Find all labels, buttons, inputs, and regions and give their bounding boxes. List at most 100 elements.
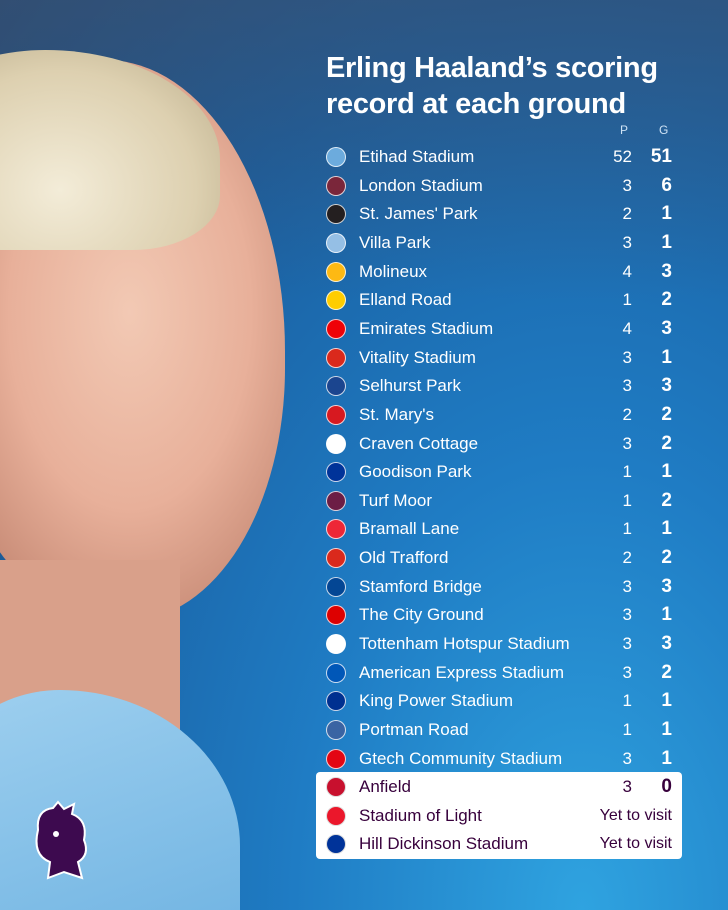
ground-name: Emirates Stadium <box>359 318 494 338</box>
goals-value: 1 <box>661 461 672 483</box>
ground-name: London Stadium <box>359 175 483 195</box>
ground-row: St. Mary's 2 2 <box>326 401 672 429</box>
ground-row: St. James' Park 2 1 <box>326 200 672 228</box>
played-value: 3 <box>622 433 632 453</box>
ground-name: Etihad Stadium <box>359 147 475 166</box>
played-value: 2 <box>622 548 632 568</box>
ground-name: Anfield <box>359 777 411 796</box>
ground-name: King Power Stadium <box>359 691 514 711</box>
goals-value: 6 <box>661 174 672 196</box>
played-value: 4 <box>622 318 632 338</box>
goals-header: G <box>659 123 669 137</box>
newcastle-badge-icon <box>326 204 346 225</box>
played-value: 1 <box>622 519 632 539</box>
ground-row: Portman Road 1 1 <box>326 716 672 744</box>
goals-value: 1 <box>661 231 672 253</box>
goals-value: 1 <box>661 747 672 769</box>
played-value: 1 <box>622 720 632 739</box>
leeds-badge-icon <box>326 290 346 311</box>
leicester-badge-icon <box>326 691 346 712</box>
highlighted-ground-row: Hill Dickinson Stadium Yet to visit <box>326 830 672 858</box>
ipswich-badge-icon <box>326 720 346 740</box>
played-value: 3 <box>622 605 632 625</box>
played-value: 1 <box>622 490 632 510</box>
southampton-badge-icon <box>326 404 346 425</box>
played-value: 1 <box>622 691 632 711</box>
goals-value: 2 <box>661 547 672 569</box>
ground-name: Hill Dickinson Stadium <box>359 834 529 854</box>
west-ham-badge-icon <box>326 175 346 196</box>
goals-value: 2 <box>661 289 672 311</box>
goals-value: 2 <box>661 432 672 454</box>
goals-value: 2 <box>661 403 672 425</box>
ground-name: American Express Stadium <box>359 662 565 682</box>
ground-row: Old Trafford 2 2 <box>326 544 672 572</box>
ground-row: Selhurst Park 3 3 <box>326 372 672 400</box>
ground-name: Vitality Stadium <box>359 347 476 367</box>
man-city-badge-icon <box>326 147 346 167</box>
ground-name: Goodison Park <box>359 462 472 482</box>
goals-value: 2 <box>661 489 672 511</box>
played-value: 4 <box>622 261 632 281</box>
brentford-badge-icon <box>326 748 346 769</box>
played-value: 3 <box>622 376 632 396</box>
played-value: 3 <box>622 175 632 195</box>
tottenham-badge-icon <box>326 634 346 655</box>
highlighted-ground-row: Anfield 3 0 <box>326 773 672 801</box>
ground-name: St. Mary's <box>359 404 435 424</box>
everton-badge-icon <box>326 462 346 483</box>
aston-villa-badge-icon <box>326 232 346 253</box>
ground-name: The City Ground <box>359 605 484 625</box>
crystal-palace-badge-icon <box>326 376 346 397</box>
player-photo <box>0 50 285 620</box>
ground-row: Tottenham Hotspur Stadium 3 3 <box>326 630 672 658</box>
burnley-badge-icon <box>326 490 346 511</box>
played-value: 3 <box>622 347 632 367</box>
goals-value: 1 <box>661 604 672 626</box>
ground-name: Old Trafford <box>359 548 449 568</box>
ground-name: Bramall Lane <box>359 519 460 539</box>
page-title: Erling Haaland’s scoring record at each … <box>326 50 658 122</box>
ground-name: Villa Park <box>359 232 431 252</box>
everton-badge-icon <box>326 834 346 855</box>
goals-value: 3 <box>661 375 672 397</box>
goals-value: 3 <box>661 633 672 655</box>
goals-value: 51 <box>650 146 672 167</box>
ground-row: King Power Stadium 1 1 <box>326 687 672 715</box>
visit-status: Yet to visit <box>599 806 672 824</box>
ground-row: The City Ground 3 1 <box>326 601 672 629</box>
goals-value: 1 <box>661 203 672 225</box>
goals-value: 3 <box>661 575 672 597</box>
goals-value: 1 <box>661 690 672 712</box>
played-value: 2 <box>622 404 632 424</box>
ground-name: Selhurst Park <box>359 376 462 396</box>
played-value: 3 <box>622 634 632 654</box>
nottingham-forest-badge-icon <box>326 605 346 626</box>
ground-row: Turf Moor 1 2 <box>326 487 672 515</box>
ground-name: Gtech Community Stadium <box>359 748 563 768</box>
ground-name: Tottenham Hotspur Stadium <box>359 634 570 654</box>
ground-row: London Stadium 3 6 <box>326 172 672 200</box>
goals-value: 1 <box>661 346 672 368</box>
played-value: 52 <box>613 147 632 166</box>
played-value: 3 <box>622 777 632 796</box>
played-value: 3 <box>622 748 632 768</box>
goals-value: 0 <box>661 776 672 797</box>
ground-name: Portman Road <box>359 720 469 739</box>
goals-value: 1 <box>661 518 672 540</box>
played-value: 1 <box>622 462 632 482</box>
ground-name: Stadium of Light <box>359 805 482 825</box>
played-value: 3 <box>622 576 632 596</box>
ground-name: St. James' Park <box>359 204 478 224</box>
highlighted-box <box>316 772 682 859</box>
ground-name: Turf Moor <box>359 490 433 510</box>
highlighted-ground-row: Stadium of Light Yet to visit <box>326 802 672 830</box>
played-value: 1 <box>622 290 632 310</box>
goals-value: 3 <box>661 260 672 282</box>
ground-row: Stamford Bridge 3 3 <box>326 573 672 601</box>
sheffield-united-badge-icon <box>326 519 346 540</box>
ground-row: Elland Road 1 2 <box>326 286 672 314</box>
chelsea-badge-icon <box>326 576 346 597</box>
played-value: 3 <box>622 232 632 252</box>
